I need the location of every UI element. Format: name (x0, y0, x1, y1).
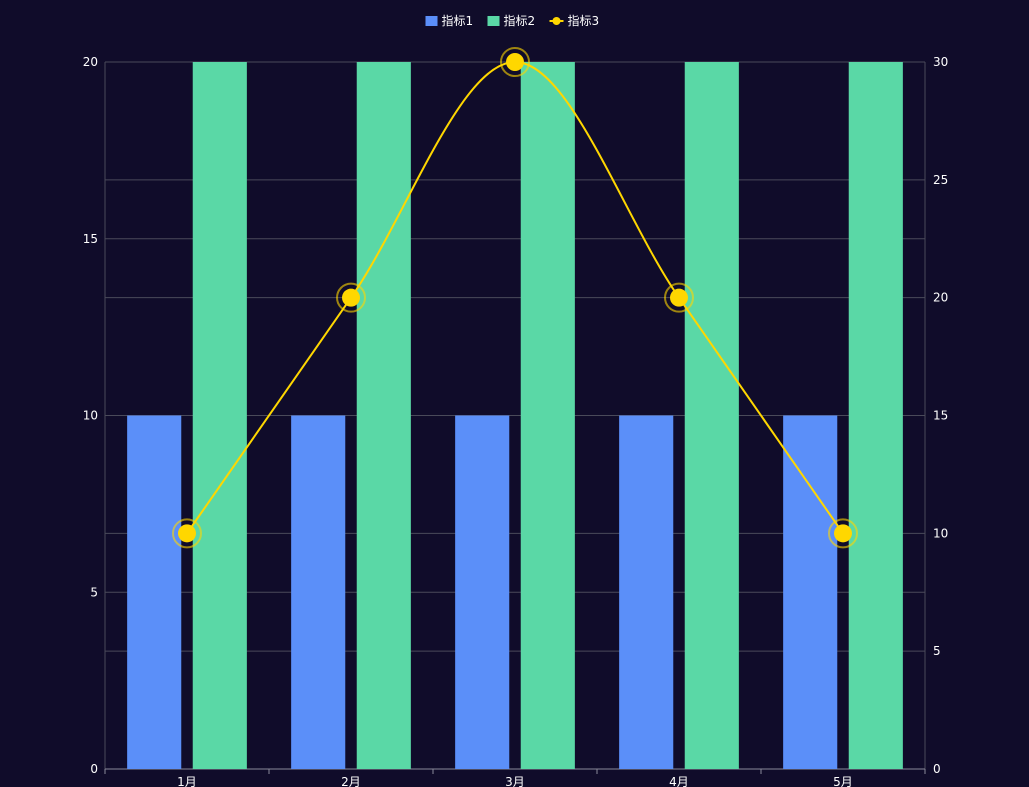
x-tick-label: 2月 (341, 775, 361, 787)
bar-series (127, 62, 903, 769)
line-point-3月[interactable] (506, 53, 524, 71)
bar-指标2-5月[interactable] (848, 62, 903, 769)
legend-dot-icon (552, 17, 561, 25)
line-series (172, 47, 858, 549)
bar-指标2-3月[interactable] (520, 62, 575, 769)
x-tick-label: 1月 (177, 775, 197, 787)
x-tick-label: 3月 (505, 775, 525, 787)
legend-item-指标2[interactable]: 指标2 (487, 13, 536, 28)
bar-指标2-2月[interactable] (356, 62, 411, 769)
line-point-2月[interactable] (342, 288, 360, 307)
bar-指标1-3月[interactable] (455, 415, 510, 770)
legend-swatch-icon (487, 16, 500, 26)
legend-label: 指标1 (442, 13, 474, 28)
line-point-5月[interactable] (834, 524, 852, 543)
legend-label: 指标2 (504, 13, 536, 28)
x-tick-label: 5月 (833, 775, 853, 787)
bar-指标2-4月[interactable] (684, 62, 739, 769)
y-right-tick-label: 30 (933, 55, 948, 69)
y-right-tick-label: 5 (933, 644, 941, 658)
legend-label: 指标3 (568, 13, 600, 28)
line-point-4月[interactable] (670, 288, 688, 307)
line-point-halo-2月 (336, 282, 366, 313)
y-left-tick-label: 5 (90, 585, 98, 599)
axes: 0 5 10 15 20 0 5 10 15 20 25 30 1月 2月 3月 4月 5月 (83, 55, 949, 787)
y-left-tick-label: 20 (83, 55, 98, 69)
y-right-tick-label: 25 (933, 173, 948, 187)
bar-指标1-5月[interactable] (783, 415, 838, 770)
y-right-tick-label: 20 (933, 291, 948, 305)
y-right-tick-label: 0 (933, 762, 941, 776)
y-left-tick-label: 10 (83, 409, 98, 423)
y-right-tick-label: 10 (933, 526, 948, 540)
legend-item-指标3[interactable]: 指标3 (549, 13, 600, 28)
line-point-halo-3月 (500, 47, 530, 77)
legend-swatch-icon (425, 16, 438, 26)
y-right-tick-label: 15 (933, 409, 948, 423)
y-left-tick-label: 15 (83, 232, 98, 246)
bar-指标1-2月[interactable] (291, 415, 346, 770)
line-point-1月[interactable] (178, 524, 196, 543)
bar-指标2-1月[interactable] (192, 62, 247, 769)
y-left-tick-label: 0 (90, 762, 98, 776)
line-point-halo-5月 (828, 518, 858, 549)
line-point-halo-1月 (172, 518, 202, 549)
bar-指标1-4月[interactable] (619, 415, 674, 770)
line-point-halo-4月 (664, 282, 694, 313)
legend-item-指标1[interactable]: 指标1 (425, 13, 474, 28)
x-tick-label: 4月 (669, 775, 689, 787)
legend[interactable]: 指标1 指标2 指标3 (425, 13, 600, 28)
bar-指标1-1月[interactable] (127, 415, 182, 770)
